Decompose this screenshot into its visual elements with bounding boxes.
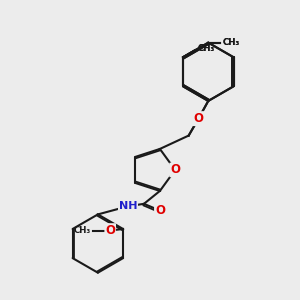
Text: CH₃: CH₃: [74, 226, 91, 235]
Text: O: O: [155, 204, 165, 217]
Text: O: O: [194, 112, 203, 125]
Text: CH₃: CH₃: [222, 38, 240, 47]
Text: NH: NH: [119, 201, 137, 211]
Text: O: O: [105, 224, 115, 237]
Text: O: O: [170, 164, 180, 176]
Text: CH₃: CH₃: [197, 44, 214, 53]
Text: O: O: [194, 112, 203, 125]
Text: CH₃: CH₃: [197, 44, 214, 53]
Text: CH₃: CH₃: [222, 38, 240, 47]
